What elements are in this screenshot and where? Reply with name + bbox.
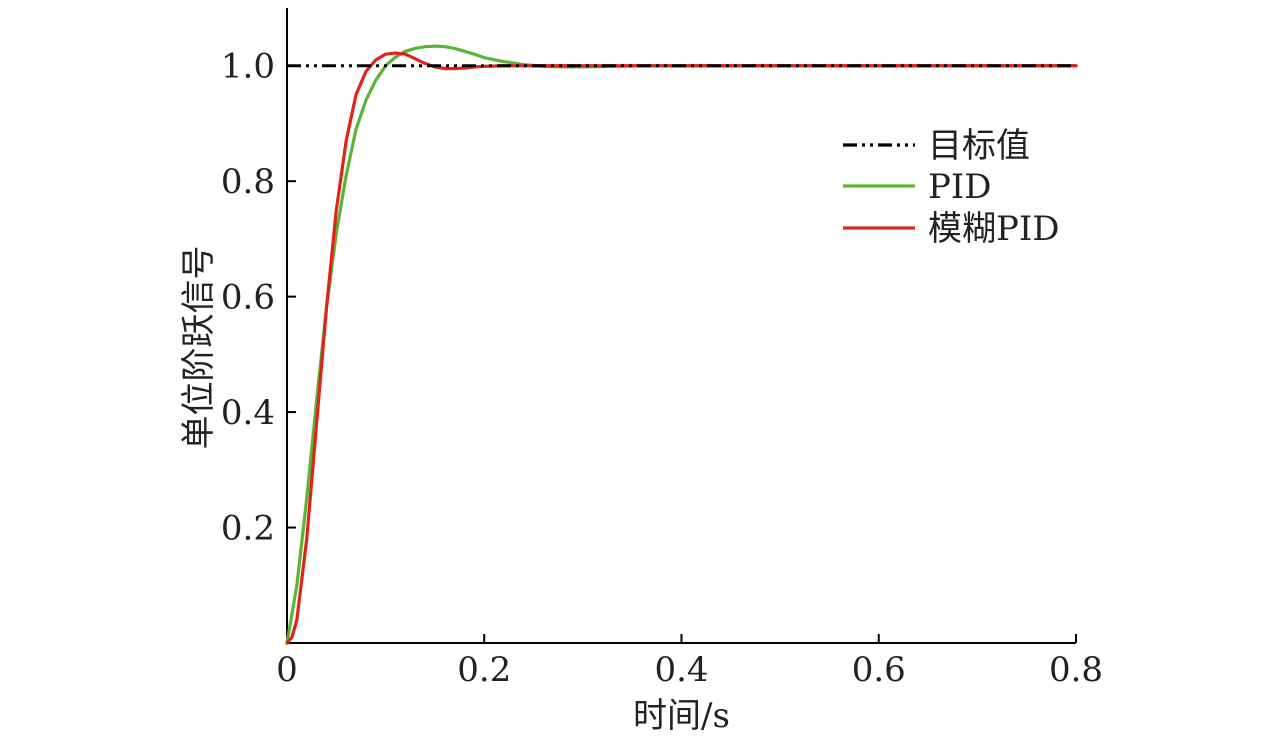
legend-label-2: 模糊PID	[928, 209, 1060, 249]
y-tick-label: 0.2	[221, 509, 275, 549]
x-axis-title: 时间/s	[633, 696, 730, 736]
axes	[286, 8, 1076, 644]
y-tick-label: 0.4	[221, 393, 275, 433]
x-tick-label: 0.4	[654, 650, 708, 690]
y-tick-label: 0.6	[221, 278, 275, 318]
y-tick-label: 0.8	[221, 162, 275, 202]
x-tick-label: 0.2	[457, 650, 511, 690]
series-lines	[285, 44, 1078, 645]
legend-label-1: PID	[928, 167, 992, 207]
x-tick-label: 0.6	[852, 650, 906, 690]
legend-label-0: 目标值	[928, 126, 1030, 166]
y-tick-label: 1.0	[221, 47, 275, 87]
ticks: 0 0.2 0.4 0.6 0.8 0.2 0.4 0.6 0.8 1.0	[221, 47, 1103, 690]
x-tick-label: 0	[276, 650, 298, 690]
y-axis-title: 单位阶跃信号	[179, 246, 219, 450]
series-line-2	[285, 51, 1078, 645]
x-tick-label: 0.8	[1049, 650, 1103, 690]
